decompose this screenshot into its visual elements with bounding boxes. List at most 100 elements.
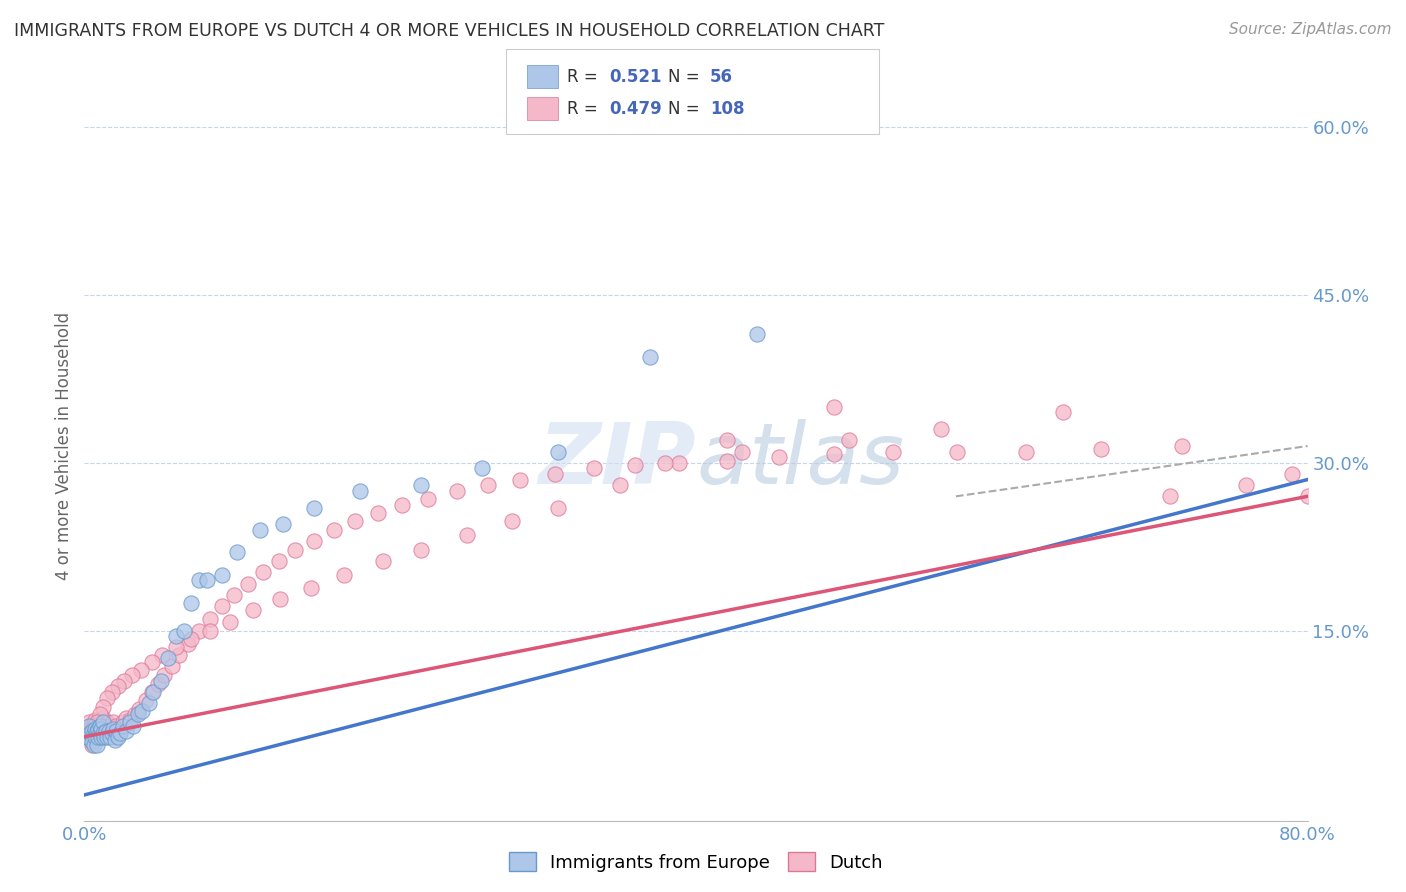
Point — [79, 722, 101, 736]
Text: N =: N = — [668, 68, 704, 86]
Point — [1171, 439, 1194, 453]
Point — [80, 730, 103, 744]
Point — [141, 655, 163, 669]
Point — [249, 523, 271, 537]
Point — [477, 478, 499, 492]
Point — [86, 724, 108, 739]
Point — [111, 715, 134, 730]
Point — [269, 592, 291, 607]
Point — [89, 722, 111, 736]
Point — [83, 726, 105, 740]
Point — [90, 730, 112, 744]
Text: 56: 56 — [710, 68, 733, 86]
Point — [77, 715, 100, 730]
Point — [107, 722, 129, 736]
Point — [146, 677, 169, 691]
Point — [236, 576, 259, 591]
Point — [135, 693, 157, 707]
Point — [120, 715, 142, 730]
Point — [94, 724, 117, 739]
Point — [142, 685, 165, 699]
Point — [108, 724, 131, 739]
Y-axis label: 4 or more Vehicles in Household: 4 or more Vehicles in Household — [55, 312, 73, 580]
Point — [91, 726, 114, 740]
Point — [112, 673, 135, 688]
Point — [84, 724, 107, 739]
Point — [882, 444, 904, 458]
Point — [823, 447, 845, 461]
Point — [114, 724, 136, 739]
Point — [89, 707, 111, 722]
Point — [446, 483, 468, 498]
Point — [101, 685, 124, 699]
Point — [1281, 467, 1303, 481]
Point — [638, 350, 661, 364]
Point — [322, 523, 344, 537]
Point — [122, 718, 145, 732]
Point — [103, 715, 125, 730]
Text: Source: ZipAtlas.com: Source: ZipAtlas.com — [1229, 22, 1392, 37]
Point — [343, 514, 366, 528]
Point — [89, 718, 111, 732]
Point — [105, 718, 128, 732]
Point — [98, 718, 121, 732]
Point — [929, 422, 952, 436]
Point — [224, 588, 246, 602]
Point — [1159, 489, 1181, 503]
Point — [87, 724, 110, 739]
Text: ZIP: ZIP — [538, 419, 696, 502]
Point — [91, 699, 114, 714]
Point — [716, 434, 738, 448]
Point — [226, 545, 249, 559]
Text: 108: 108 — [710, 100, 745, 118]
Point — [90, 726, 112, 740]
Point — [716, 453, 738, 467]
Point — [242, 603, 264, 617]
Point — [76, 730, 98, 744]
Point — [86, 715, 108, 730]
Point — [104, 733, 127, 747]
Point — [114, 711, 136, 725]
Point — [149, 673, 172, 688]
Point — [91, 711, 114, 725]
Point — [218, 615, 240, 629]
Text: 0.521: 0.521 — [609, 68, 661, 86]
Point — [96, 690, 118, 705]
Point — [90, 718, 112, 732]
Point — [198, 624, 221, 638]
Point — [150, 648, 173, 662]
Point — [84, 730, 107, 744]
Point — [838, 434, 860, 448]
Point — [80, 718, 103, 732]
Point — [409, 543, 432, 558]
Point — [101, 722, 124, 736]
Point — [180, 596, 202, 610]
Point — [177, 637, 200, 651]
Point — [160, 659, 183, 673]
Point — [80, 724, 103, 739]
Point — [180, 632, 202, 647]
Point — [165, 629, 187, 643]
Point — [349, 483, 371, 498]
Point — [121, 668, 143, 682]
Point — [946, 444, 969, 458]
Point — [93, 722, 115, 736]
Text: R =: R = — [567, 100, 603, 118]
Point — [86, 738, 108, 752]
Point — [87, 715, 110, 730]
Point — [104, 730, 127, 744]
Point — [76, 724, 98, 739]
Point — [371, 554, 394, 568]
Point — [84, 713, 107, 727]
Point — [188, 573, 211, 587]
Point — [157, 651, 180, 665]
Point — [654, 456, 676, 470]
Point — [284, 543, 307, 558]
Text: IMMIGRANTS FROM EUROPE VS DUTCH 4 OR MORE VEHICLES IN HOUSEHOLD CORRELATION CHAR: IMMIGRANTS FROM EUROPE VS DUTCH 4 OR MOR… — [14, 22, 884, 40]
Point — [456, 528, 478, 542]
Point — [1015, 444, 1038, 458]
Point — [153, 668, 176, 682]
Point — [128, 702, 150, 716]
Point — [120, 713, 142, 727]
Point — [96, 730, 118, 744]
